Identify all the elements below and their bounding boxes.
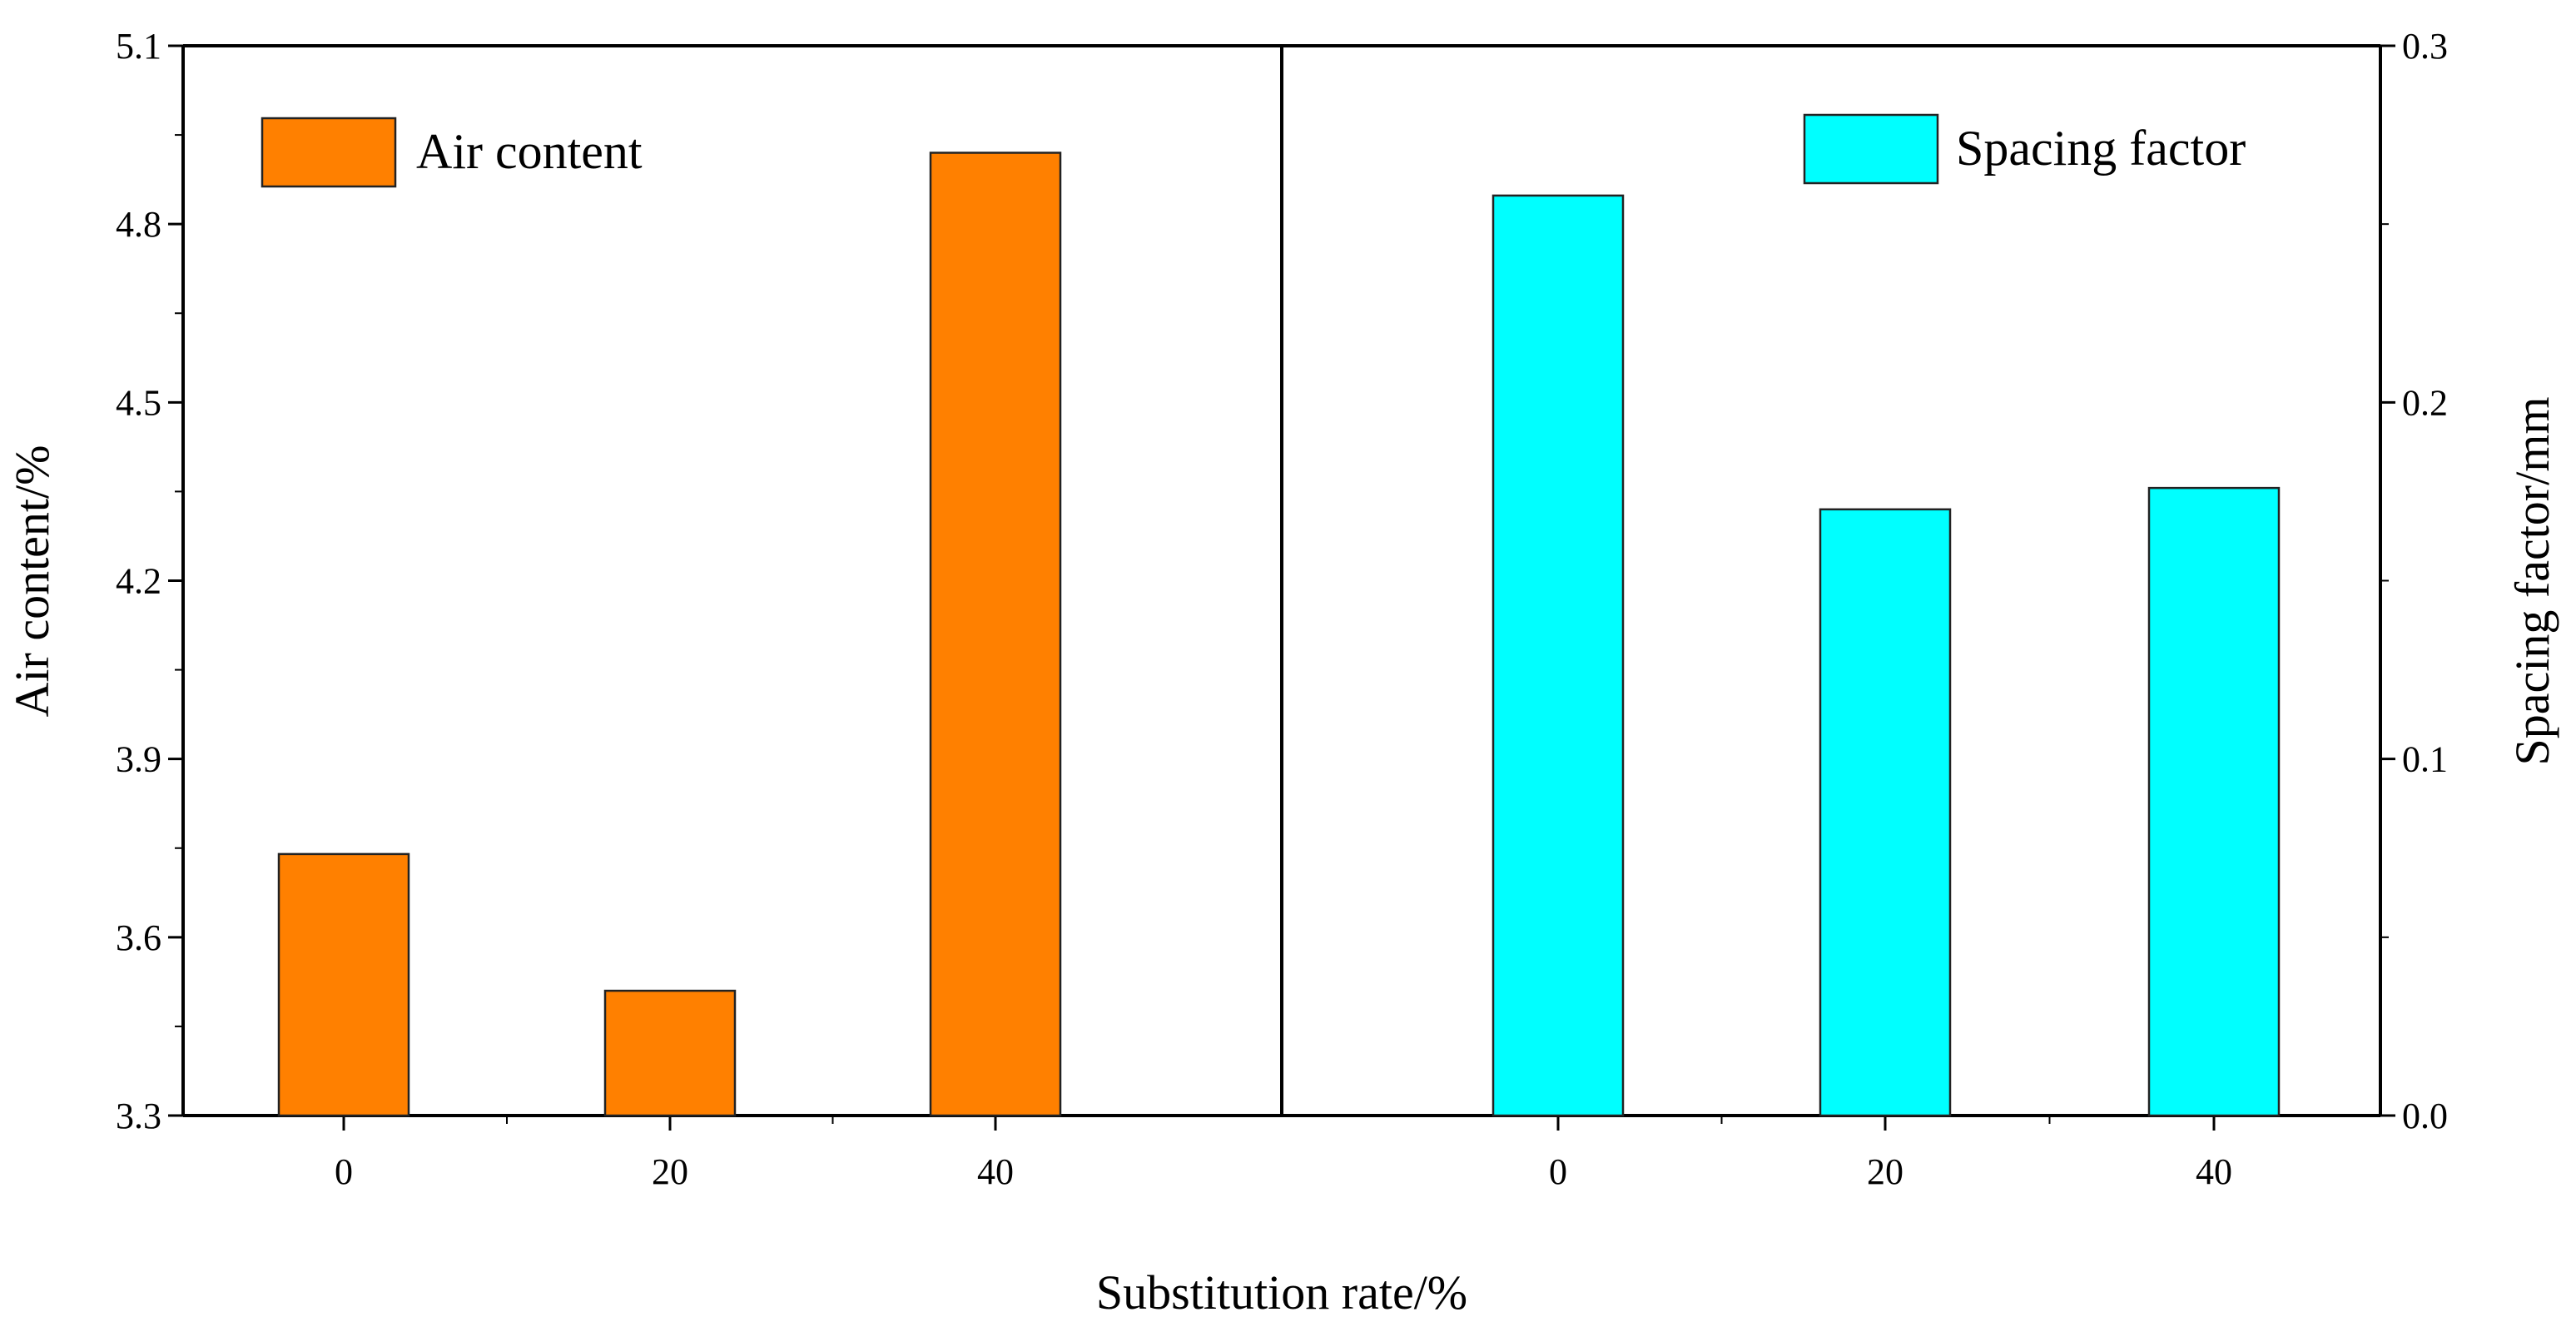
left-y-axis-title: Air content/% — [5, 445, 59, 718]
right-y-tick-label: 0.3 — [2402, 26, 2448, 67]
x-ticks: 0 20 40 0 20 40 — [335, 1116, 2232, 1192]
right-y-tick-label: 0.2 — [2402, 382, 2448, 423]
legend-swatch-air-content — [261, 117, 397, 188]
right-y-ticks: 0.0 0.1 0.2 0.3 — [2380, 26, 2448, 1136]
legend-air-content: Air content — [261, 117, 643, 188]
x-axis-title: Substitution rate/% — [1096, 1265, 1467, 1320]
x-tick-label: 40 — [2196, 1151, 2232, 1192]
legend-label-spacing-factor: Spacing factor — [1956, 121, 2246, 176]
bar-spacing-factor — [2147, 486, 2281, 1117]
legend-swatch-spacing-factor — [1803, 113, 1939, 185]
legend-spacing-factor: Spacing factor — [1803, 113, 2246, 185]
left-y-ticks: 3.3 3.6 3.9 4.2 4.5 4.8 5.1 — [116, 26, 183, 1136]
bar-air-content — [277, 852, 410, 1117]
x-tick-label: 40 — [977, 1151, 1014, 1192]
left-y-tick-label: 3.6 — [116, 917, 161, 958]
right-y-tick-label: 0.1 — [2402, 739, 2448, 780]
right-y-axis-title: Spacing factor/mm — [2505, 397, 2559, 766]
left-y-tick-label: 3.3 — [116, 1096, 161, 1136]
x-tick-label: 0 — [335, 1151, 353, 1192]
axes-frame — [181, 44, 2382, 1117]
x-tick-label: 20 — [1867, 1151, 1903, 1192]
bar-spacing-factor — [1819, 508, 1952, 1117]
bar-spacing-factor — [1491, 194, 1625, 1117]
left-y-tick-label: 4.2 — [116, 561, 161, 602]
legend-label-air-content: Air content — [416, 124, 643, 179]
left-y-tick-label: 4.5 — [116, 382, 161, 423]
bars — [277, 152, 2281, 1117]
bar-air-content — [603, 989, 737, 1117]
left-y-tick-label: 4.8 — [116, 204, 161, 245]
bar-air-content — [929, 152, 1062, 1117]
left-y-tick-label: 5.1 — [116, 26, 161, 67]
x-tick-label: 0 — [1549, 1151, 1567, 1192]
right-y-tick-label: 0.0 — [2402, 1096, 2448, 1136]
left-y-tick-label: 3.9 — [116, 739, 161, 780]
x-tick-label: 20 — [652, 1151, 688, 1192]
